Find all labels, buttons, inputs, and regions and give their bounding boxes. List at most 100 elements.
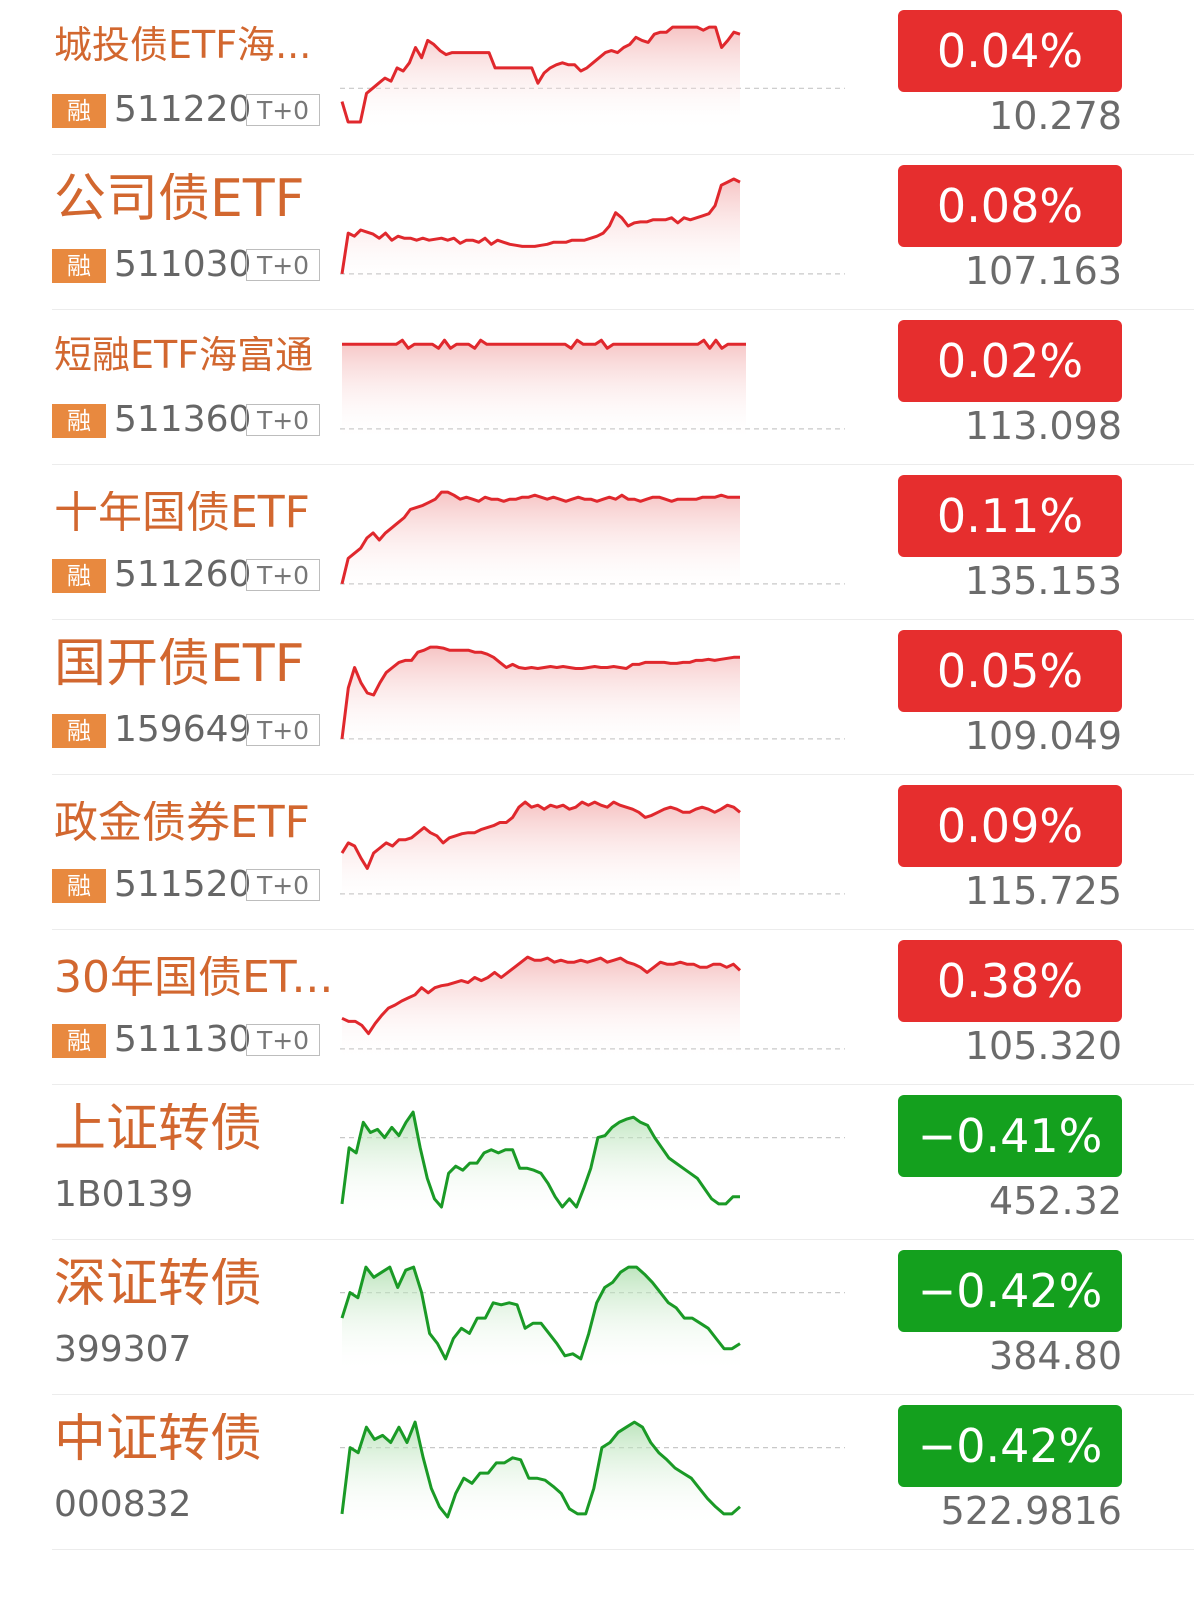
last-price: 522.9816: [940, 1489, 1122, 1533]
last-price: 105.320: [964, 1024, 1122, 1068]
change-percent-badge[interactable]: 0.05%: [898, 630, 1122, 712]
margin-badge: 融: [52, 559, 106, 593]
change-percent-badge[interactable]: −0.42%: [898, 1405, 1122, 1487]
change-percent-badge[interactable]: −0.42%: [898, 1250, 1122, 1332]
security-name: 公司债ETF: [54, 173, 305, 225]
intraday-sparkline: [340, 645, 845, 752]
last-price: 384.80: [989, 1334, 1122, 1378]
intraday-sparkline: [340, 955, 845, 1062]
sparkline-line: [340, 177, 741, 275]
security-name: 政金债券ETF: [54, 801, 310, 845]
margin-badge: 融: [52, 249, 106, 283]
list-item[interactable]: 中证转债 000832 −0.42% 522.9816: [0, 1395, 1194, 1550]
list-item[interactable]: 公司债ETF 融 511030 T+0 0.08% 107.163: [0, 155, 1194, 310]
security-code: 511520: [114, 864, 252, 905]
intraday-sparkline: [340, 490, 845, 597]
change-percent-badge[interactable]: −0.41%: [898, 1095, 1122, 1177]
margin-badge: 融: [52, 714, 106, 748]
security-name: 深证转债: [54, 1258, 263, 1310]
last-price: 109.049: [964, 714, 1122, 758]
sparkline-area: [342, 1112, 740, 1217]
row-divider: [52, 154, 1194, 155]
security-name: 上证转债: [54, 1103, 263, 1155]
t-plus-zero-tag: T+0: [246, 94, 320, 126]
security-name: 十年国债ETF: [54, 491, 310, 535]
last-price: 107.163: [964, 249, 1122, 293]
list-item[interactable]: 深证转债 399307 −0.42% 384.80: [0, 1240, 1194, 1395]
intraday-sparkline: [340, 25, 845, 132]
sparkline-line: [340, 25, 741, 124]
row-divider: [52, 464, 1194, 465]
intraday-sparkline: [340, 1420, 845, 1527]
list-item[interactable]: 政金债券ETF 融 511520 T+0 0.09% 115.725: [0, 775, 1194, 930]
last-price: 113.098: [964, 404, 1122, 448]
list-item[interactable]: 短融ETF海富通融 511360 T+0 0.02% 113.098: [0, 310, 1194, 465]
security-code: 1B0139: [54, 1174, 194, 1215]
security-name: 城投债ETF海...: [54, 26, 312, 64]
row-divider: [52, 1549, 1194, 1550]
margin-badge: 融: [52, 869, 106, 903]
sparkline-area: [342, 647, 740, 752]
security-code: 399307: [54, 1329, 192, 1370]
t-plus-zero-tag: T+0: [246, 714, 320, 746]
sparkline-line: [340, 1420, 741, 1519]
last-price: 452.32: [989, 1179, 1122, 1223]
sparkline-area: [342, 492, 740, 597]
list-item[interactable]: 国开债ETF 融 159649 T+0 0.05% 109.049: [0, 620, 1194, 775]
list-item[interactable]: 30年国债ET... 融 511130 T+0 0.38% 105.320: [0, 930, 1194, 1085]
sparkline-line: [340, 1110, 740, 1209]
sparkline-line: [342, 338, 746, 350]
margin-badge: 融: [52, 404, 106, 438]
security-code: 511030: [114, 244, 252, 285]
sparkline-line: [341, 955, 742, 1036]
t-plus-zero-tag: T+0: [246, 404, 320, 436]
security-name: 中证转债: [54, 1413, 263, 1465]
sparkline-area: [342, 957, 740, 1062]
sparkline-area: [342, 340, 746, 442]
sparkline-line: [340, 1265, 741, 1361]
security-code: 511130: [114, 1019, 252, 1060]
security-code: 511260: [114, 554, 252, 595]
security-name: 短融ETF海富通: [54, 336, 314, 374]
change-percent-badge[interactable]: 0.38%: [898, 940, 1122, 1022]
security-code: 159649: [114, 709, 252, 750]
t-plus-zero-tag: T+0: [246, 1024, 320, 1056]
t-plus-zero-tag: T+0: [246, 869, 320, 901]
security-code: 000832: [54, 1484, 192, 1525]
row-divider: [52, 929, 1194, 930]
margin-badge: 融: [52, 94, 106, 128]
intraday-sparkline: [340, 1265, 845, 1372]
change-percent-badge[interactable]: 0.08%: [898, 165, 1122, 247]
last-price: 10.278: [989, 94, 1122, 138]
sparkline-area: [342, 1267, 740, 1372]
row-divider: [52, 774, 1194, 775]
sparkline-area: [342, 179, 740, 287]
change-percent-badge[interactable]: 0.09%: [898, 785, 1122, 867]
security-name: 30年国债ET...: [54, 956, 334, 1000]
last-price: 135.153: [964, 559, 1122, 603]
last-price: 115.725: [964, 869, 1122, 913]
intraday-sparkline: [340, 1110, 845, 1217]
list-item[interactable]: 城投债ETF海... 融 511220 T+0 0.04% 10.278: [0, 0, 1194, 155]
intraday-sparkline: [340, 177, 845, 287]
sparkline-area: [342, 1422, 740, 1527]
change-percent-badge[interactable]: 0.11%: [898, 475, 1122, 557]
row-divider: [52, 1239, 1194, 1240]
list-item[interactable]: 上证转债 1B0139 −0.41% 452.32: [0, 1085, 1194, 1240]
row-divider: [52, 619, 1194, 620]
list-item[interactable]: 十年国债ETF 融 511260 T+0 0.11% 135.153: [0, 465, 1194, 620]
security-name: 国开债ETF: [54, 638, 305, 690]
sparkline-line: [340, 645, 740, 740]
security-code: 511220: [114, 89, 252, 130]
row-divider: [52, 309, 1194, 310]
change-percent-badge[interactable]: 0.02%: [898, 320, 1122, 402]
sparkline-area: [342, 802, 740, 907]
t-plus-zero-tag: T+0: [246, 249, 320, 281]
intraday-sparkline: [340, 338, 845, 442]
margin-badge: 融: [52, 1024, 106, 1058]
t-plus-zero-tag: T+0: [246, 559, 320, 591]
row-divider: [52, 1394, 1194, 1395]
sparkline-line: [340, 490, 740, 585]
change-percent-badge[interactable]: 0.04%: [898, 10, 1122, 92]
security-code: 511360: [114, 399, 252, 440]
